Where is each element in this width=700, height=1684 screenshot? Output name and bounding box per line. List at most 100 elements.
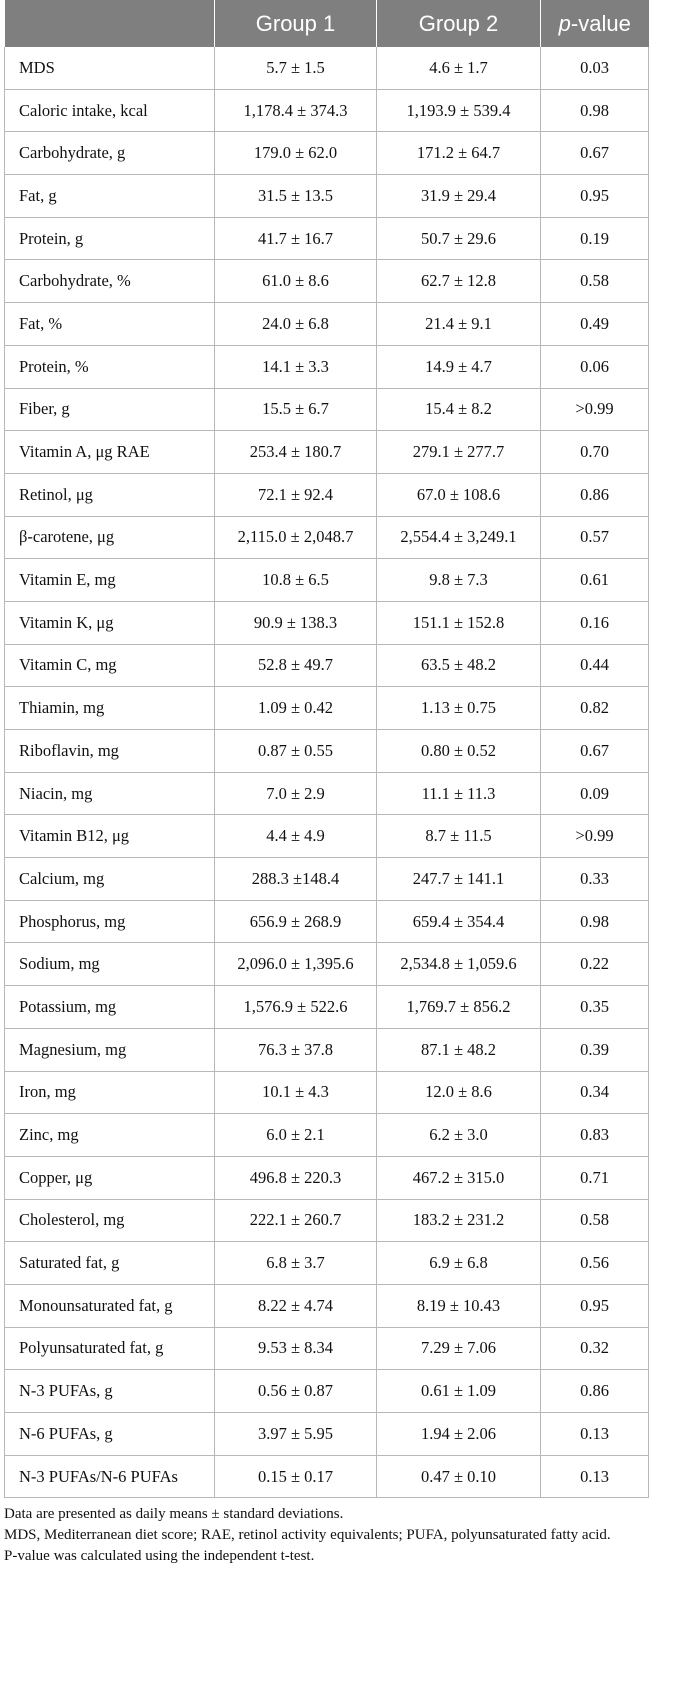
p-value-cell: 0.44: [540, 643, 649, 688]
group-1-cell: 72.1 ± 92.4: [214, 472, 377, 517]
group-2-cell: 31.9 ± 29.4: [376, 174, 541, 218]
group-2-cell: 62.7 ± 12.8: [376, 259, 541, 304]
group-1-cell: 10.8 ± 6.5: [214, 558, 377, 602]
header-group-2: Group 2: [376, 0, 541, 47]
group-1-cell: 3.97 ± 5.95: [214, 1412, 377, 1456]
table-row: Protein, g 41.7 ± 16.7 50.7 ± 29.6 0.19: [4, 216, 649, 261]
group-2-cell: 0.61 ± 1.09: [376, 1369, 541, 1413]
variable-cell: Copper, μg: [4, 1155, 215, 1200]
group-1-cell: 179.0 ± 62.0: [214, 131, 377, 176]
group-2-cell: 171.2 ± 64.7: [376, 131, 541, 176]
p-value-cell: 0.67: [540, 131, 649, 176]
group-1-cell: 10.1 ± 4.3: [214, 1070, 377, 1115]
table-row: Iron, mg 10.1 ± 4.3 12.0 ± 8.6 0.34: [4, 1070, 649, 1115]
group-2-cell: 2,554.4 ± 3,249.1: [376, 515, 541, 560]
p-value-cell: 0.13: [540, 1412, 649, 1456]
header-group-1: Group 1: [214, 0, 377, 47]
group-2-cell: 12.0 ± 8.6: [376, 1070, 541, 1115]
p-value-cell: 0.09: [540, 771, 649, 816]
variable-cell: N-3 PUFAs/N-6 PUFAs: [4, 1454, 215, 1499]
p-value-cell: 0.70: [540, 430, 649, 474]
variable-cell: Retinol, μg: [4, 472, 215, 517]
group-1-cell: 0.15 ± 0.17: [214, 1454, 377, 1499]
group-2-cell: 1,193.9 ± 539.4: [376, 88, 541, 133]
variable-cell: Protein, g: [4, 216, 215, 261]
header-row: Group 1 Group 2 p-value: [4, 0, 649, 47]
p-value-cell: 0.86: [540, 472, 649, 517]
group-2-cell: 8.7 ± 11.5: [376, 814, 541, 859]
table-row: Carbohydrate, % 61.0 ± 8.6 62.7 ± 12.8 0.58: [4, 259, 649, 304]
p-value-cell: 0.22: [540, 942, 649, 987]
table-row: Cholesterol, mg 222.1 ± 260.7 183.2 ± 231.…: [4, 1198, 649, 1243]
table-row: Saturated fat, g 6.8 ± 3.7 6.9 ± 6.8 0.56: [4, 1241, 649, 1285]
group-2-cell: 247.7 ± 141.1: [376, 857, 541, 901]
variable-cell: Saturated fat, g: [4, 1241, 215, 1285]
footnote-statistics: P-value was calculated using the indepen…: [4, 1548, 315, 1565]
group-2-cell: 183.2 ± 231.2: [376, 1198, 541, 1243]
footnote-abbreviations: MDS, Mediterranean diet score; RAE, reti…: [4, 1527, 611, 1544]
variable-cell: Sodium, mg: [4, 942, 215, 987]
table-row: Caloric intake, kcal 1,178.4 ± 374.3 1,193…: [4, 88, 649, 133]
variable-cell: Niacin, mg: [4, 771, 215, 816]
table-row: Vitamin E, mg 10.8 ± 6.5 9.8 ± 7.3 0.61: [4, 558, 649, 602]
group-1-cell: 8.22 ± 4.74: [214, 1283, 377, 1328]
variable-cell: Vitamin E, mg: [4, 558, 215, 602]
p-value-cell: 0.06: [540, 344, 649, 389]
footnote-data-presentation: Data are presented as daily means ± stan…: [4, 1506, 344, 1523]
group-1-cell: 52.8 ± 49.7: [214, 643, 377, 688]
group-1-cell: 2,096.0 ± 1,395.6: [214, 942, 377, 987]
group-1-cell: 6.0 ± 2.1: [214, 1113, 377, 1157]
p-value-cell: 0.98: [540, 899, 649, 944]
variable-cell: Phosphorus, mg: [4, 899, 215, 944]
variable-cell: Caloric intake, kcal: [4, 88, 215, 133]
table-row: Carbohydrate, g 179.0 ± 62.0 171.2 ± 64.7 0…: [4, 131, 649, 176]
p-value-cell: 0.67: [540, 729, 649, 773]
p-value-cell: 0.39: [540, 1027, 649, 1072]
p-value-cell: 0.98: [540, 88, 649, 133]
nutrient-comparison-table: Group 1 Group 2 p-value MDS 5.7 ± 1.5 4.6 …: [4, 0, 649, 1499]
p-value-cell: 0.57: [540, 515, 649, 560]
table-row: Vitamin K, μg 90.9 ± 138.3 151.1 ± 152.8 0.…: [4, 600, 649, 645]
p-value-cell: 0.71: [540, 1155, 649, 1200]
group-1-cell: 31.5 ± 13.5: [214, 174, 377, 218]
group-2-cell: 1.94 ± 2.06: [376, 1412, 541, 1456]
table-row: β-carotene, μg 2,115.0 ± 2,048.7 2,554.4 ±…: [4, 515, 649, 560]
p-value-cell: 0.34: [540, 1070, 649, 1115]
variable-cell: Riboflavin, mg: [4, 729, 215, 773]
table-body: MDS 5.7 ± 1.5 4.6 ± 1.7 0.03 Caloric intake,…: [4, 47, 649, 1499]
variable-cell: Fat, %: [4, 302, 215, 346]
table-container: Group 1 Group 2 p-value MDS 5.7 ± 1.5 4.6 …: [4, 0, 649, 1567]
group-2-cell: 11.1 ± 11.3: [376, 771, 541, 816]
group-1-cell: 0.87 ± 0.55: [214, 729, 377, 773]
table-row: Copper, μg 496.8 ± 220.3 467.2 ± 315.0 0.71: [4, 1155, 649, 1200]
group-1-cell: 90.9 ± 138.3: [214, 600, 377, 645]
table-row: MDS 5.7 ± 1.5 4.6 ± 1.7 0.03: [4, 47, 649, 90]
p-value-cell: 0.82: [540, 686, 649, 730]
table-row: Protein, % 14.1 ± 3.3 14.9 ± 4.7 0.06: [4, 344, 649, 389]
variable-cell: Protein, %: [4, 344, 215, 389]
p-value-cell: 0.95: [540, 1283, 649, 1328]
table-row: Magnesium, mg 76.3 ± 37.8 87.1 ± 48.2 0.39: [4, 1027, 649, 1072]
table-row: Riboflavin, mg 0.87 ± 0.55 0.80 ± 0.52 0.67: [4, 729, 649, 773]
group-1-cell: 1,576.9 ± 522.6: [214, 985, 377, 1029]
table-footnotes: Data are presented as daily means ± stan…: [4, 1504, 648, 1567]
group-1-cell: 222.1 ± 260.7: [214, 1198, 377, 1243]
group-1-cell: 61.0 ± 8.6: [214, 259, 377, 304]
table-row: Polyunsaturated fat, g 9.53 ± 8.34 7.29 ± …: [4, 1326, 649, 1371]
table-row: Vitamin A, μg RAE 253.4 ± 180.7 279.1 ± 27…: [4, 430, 649, 474]
group-1-cell: 288.3 ±148.4: [214, 857, 377, 901]
variable-cell: Polyunsaturated fat, g: [4, 1326, 215, 1371]
group-1-cell: 0.56 ± 0.87: [214, 1369, 377, 1413]
variable-cell: Vitamin C, mg: [4, 643, 215, 688]
p-value-cell: 0.86: [540, 1369, 649, 1413]
group-1-cell: 1.09 ± 0.42: [214, 686, 377, 730]
group-1-cell: 656.9 ± 268.9: [214, 899, 377, 944]
variable-cell: Vitamin K, μg: [4, 600, 215, 645]
p-value-cell: 0.83: [540, 1113, 649, 1157]
variable-cell: Calcium, mg: [4, 857, 215, 901]
variable-cell: β-carotene, μg: [4, 515, 215, 560]
p-value-cell: 0.58: [540, 259, 649, 304]
group-2-cell: 4.6 ± 1.7: [376, 47, 541, 90]
group-2-cell: 50.7 ± 29.6: [376, 216, 541, 261]
table-row: Niacin, mg 7.0 ± 2.9 11.1 ± 11.3 0.09: [4, 771, 649, 816]
